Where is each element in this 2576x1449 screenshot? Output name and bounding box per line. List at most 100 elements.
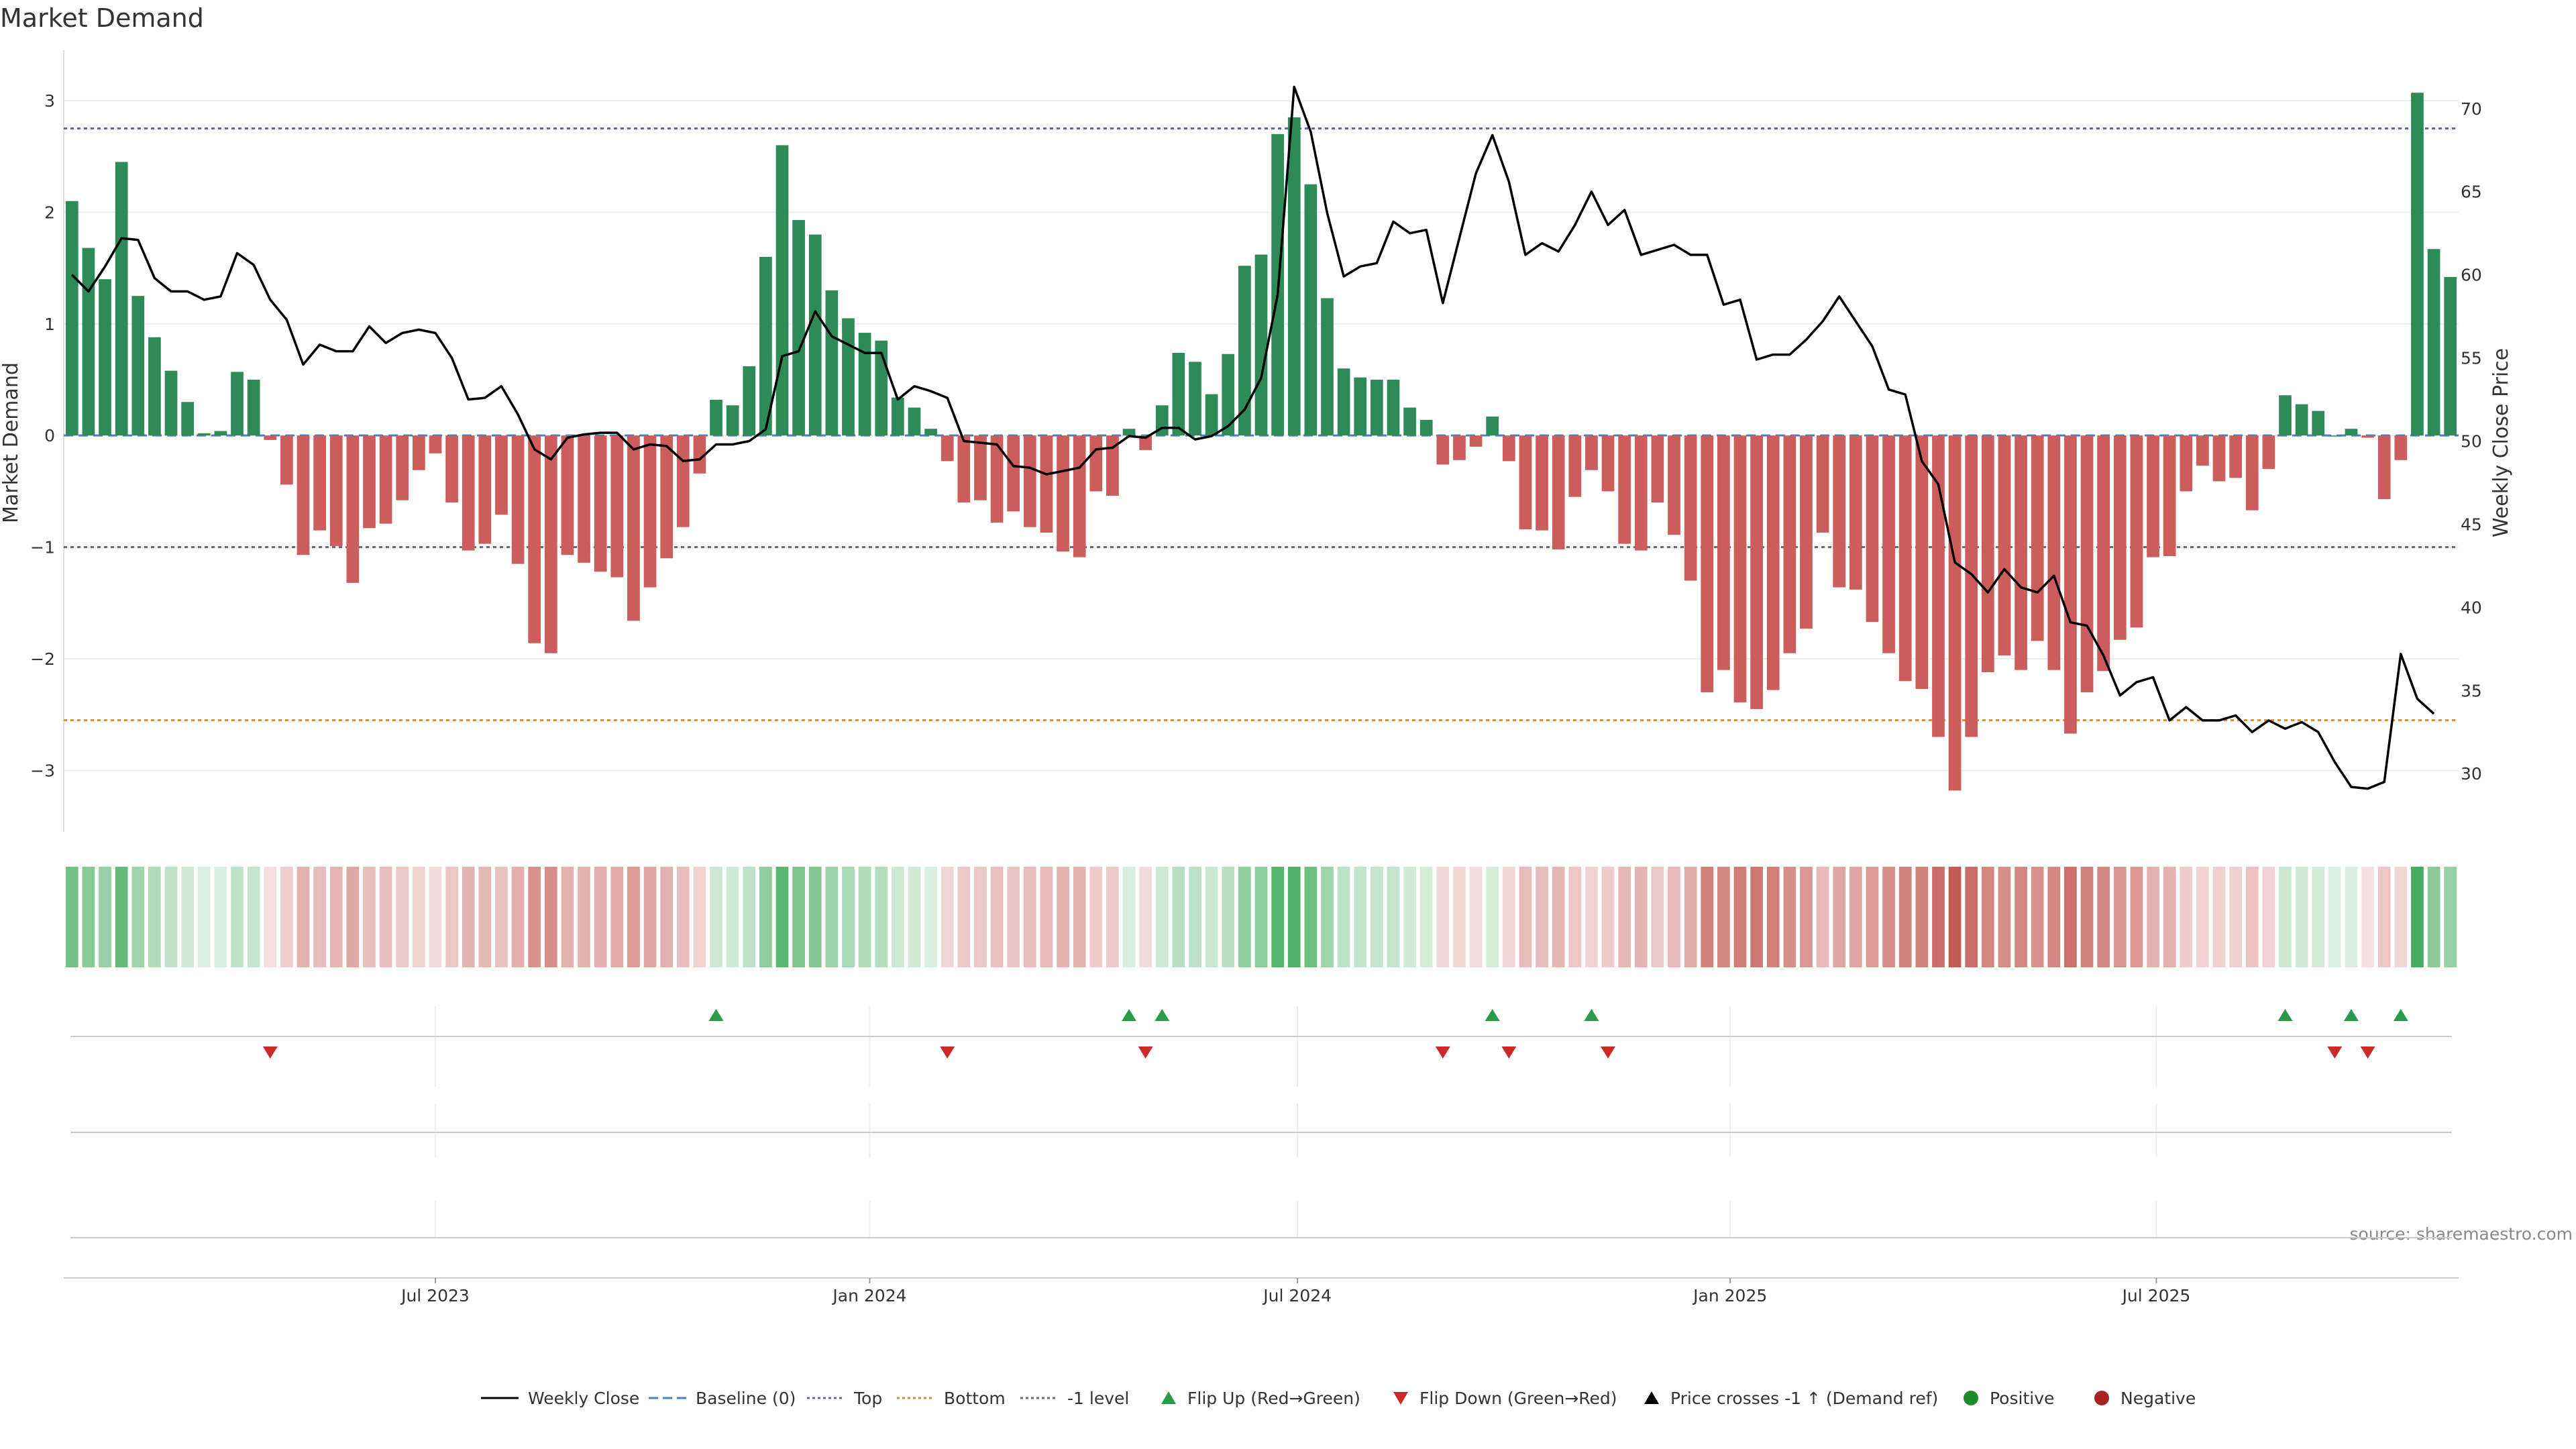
demand-bar (1370, 379, 1383, 436)
heat-cell (1189, 867, 1201, 967)
demand-bar (329, 435, 343, 546)
heat-cell (1337, 867, 1350, 967)
heat-cell (148, 867, 161, 967)
heat-cell (1717, 867, 1730, 967)
demand-bar (297, 435, 310, 555)
heat-cell (610, 867, 624, 967)
heat-cell (363, 867, 376, 967)
demand-bar (1898, 435, 1912, 682)
heat-cell (2196, 867, 2209, 967)
demand-bar (1222, 354, 1235, 436)
demand-bar (2444, 276, 2457, 436)
right-axis-ticks: 70 65 60 55 50 45 40 35 30 (2461, 99, 2482, 784)
legend-label: Top (853, 1389, 882, 1408)
right-tick-label: 55 (2461, 349, 2482, 368)
right-axis-label: Weekly Close Price (2489, 348, 2513, 537)
demand-bar (396, 435, 409, 500)
legend-symbol (1964, 1391, 1978, 1405)
heat-cell (2163, 867, 2176, 967)
demand-bar (511, 435, 525, 564)
right-tick-label: 40 (2461, 598, 2482, 617)
heat-cell (1568, 867, 1582, 967)
demand-bar (1486, 416, 1499, 436)
heat-cell (1882, 867, 1895, 967)
heat-cell (2015, 867, 2027, 967)
heat-cell (908, 867, 921, 967)
flip-up-marker (1122, 1009, 1137, 1021)
heat-cell (676, 867, 690, 967)
heat-cell (131, 867, 145, 967)
heat-cell (1106, 867, 1119, 967)
heat-cell (1833, 867, 1846, 967)
demand-bar (1122, 429, 1136, 436)
demand-bar (561, 435, 574, 555)
heat-cell (495, 867, 508, 967)
heat-cell (1073, 867, 1086, 967)
demand-bar (1321, 298, 1334, 436)
demand-bar (693, 435, 706, 474)
legend-item: Negative (2094, 1389, 2196, 1408)
demand-bar (363, 435, 376, 529)
heat-cell (1238, 867, 1251, 967)
demand-bar (1519, 435, 1532, 529)
demand-bar (2147, 435, 2159, 557)
legend-label: Baseline (0) (696, 1389, 796, 1408)
demand-bar (1717, 435, 1730, 670)
demand-bar (1436, 435, 1450, 465)
demand-bar (825, 290, 839, 436)
heat-cell (2377, 867, 2391, 967)
heat-cell (1321, 867, 1334, 967)
heat-cell (247, 867, 260, 967)
heat-cell (1469, 867, 1483, 967)
demand-bar (1057, 435, 1069, 552)
heat-cell (2427, 867, 2440, 967)
x-tick-label: Jan 2025 (1692, 1286, 1767, 1305)
demand-bar (1387, 379, 1400, 436)
demand-bar (82, 248, 95, 436)
heat-cell (379, 867, 392, 967)
heat-cell (1222, 867, 1235, 967)
heat-cell (594, 867, 607, 967)
demand-bar (2427, 249, 2440, 436)
flip-down-marker (1501, 1046, 1517, 1059)
legend-symbol (1393, 1392, 1408, 1405)
demand-bar (2312, 411, 2325, 436)
heat-cell (1816, 867, 1829, 967)
heat-cell (2130, 867, 2143, 967)
demand-bar (1469, 435, 1483, 447)
heat-cell (1618, 867, 1631, 967)
heat-cell (2262, 867, 2275, 967)
demand-bar (775, 145, 789, 436)
left-tick-label: −1 (30, 538, 55, 557)
left-axis-label: Market Demand (0, 362, 23, 523)
heat-cell (1981, 867, 1994, 967)
heat-cell (1519, 867, 1532, 967)
heat-cell (1370, 867, 1383, 967)
x-tick-label: Jul 2025 (2121, 1286, 2191, 1305)
heat-cell (2245, 867, 2259, 967)
legend-item: Flip Down (Green→Red) (1393, 1389, 1617, 1408)
legend-item: Price crosses -1 ↑ (Demand ref) (1644, 1389, 1938, 1408)
heat-cell (2031, 867, 2044, 967)
demand-bar (115, 162, 128, 436)
heat-cell (710, 867, 722, 967)
heat-cell (231, 867, 244, 967)
heat-cell (1601, 867, 1615, 967)
demand-bar (1816, 435, 1829, 533)
heat-cell (1668, 867, 1680, 967)
demand-bar (743, 366, 756, 436)
heat-cell (1172, 867, 1185, 967)
heat-cell (1089, 867, 1103, 967)
right-tick-label: 70 (2461, 99, 2482, 119)
heat-cell (1023, 867, 1036, 967)
left-axis-ticks: 3 2 1 0 −1 −2 −3 (30, 91, 55, 781)
legend-item: Flip Up (Red→Green) (1161, 1389, 1360, 1408)
demand-bar (1965, 435, 1978, 737)
demand-bar (2361, 435, 2374, 438)
flip-up-marker (2277, 1009, 2293, 1021)
demand-bar (478, 435, 492, 544)
weekly-close-line (71, 85, 2435, 790)
demand-bar (2328, 435, 2341, 437)
demand-bar (379, 435, 392, 524)
heat-cell (181, 867, 195, 967)
